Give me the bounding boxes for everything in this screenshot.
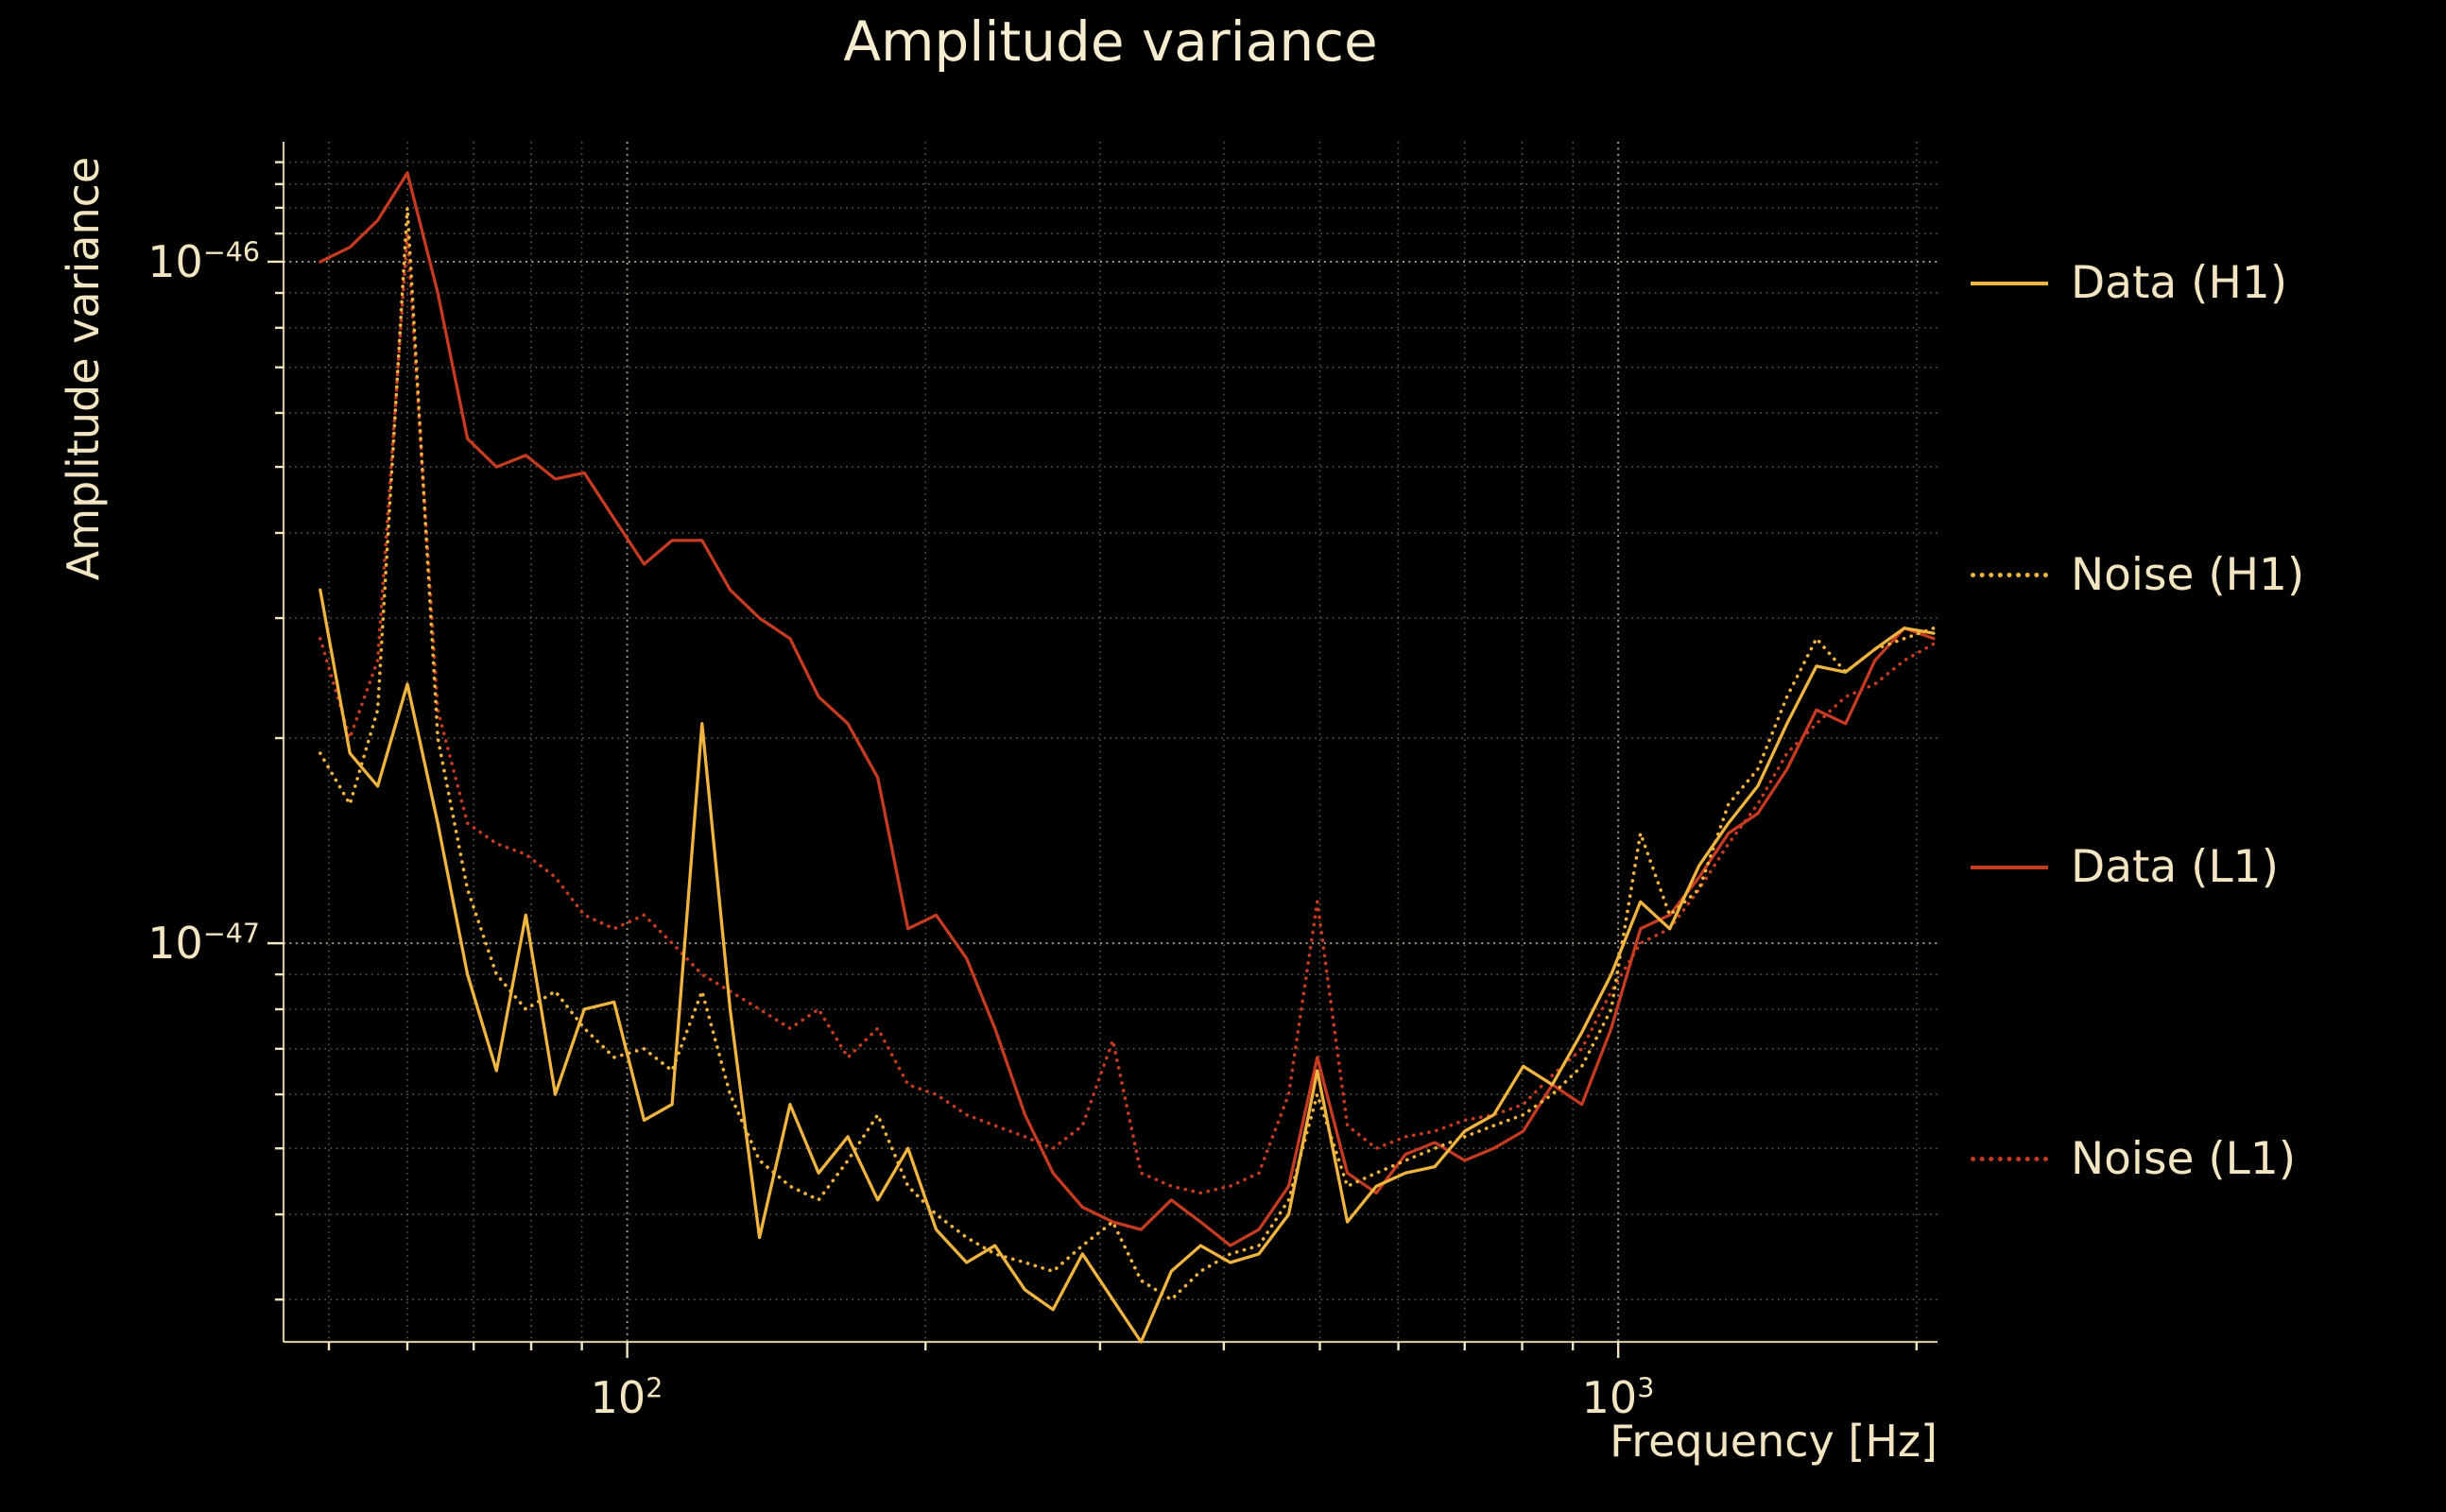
x-tick-base: 10: [1581, 1372, 1638, 1423]
series-line-data-h1-: [319, 588, 1936, 1344]
y-tick-1e-46: 10−46: [47, 236, 260, 287]
series-line-noise-h1-: [318, 206, 1936, 1301]
solid-line-sample-icon: [1971, 281, 2048, 285]
legend: Data (H1) Noise (H1) Data (L1) Noise (L1…: [1971, 257, 2304, 1185]
y-tick-base: 10: [147, 918, 203, 969]
x-tick-100: 102: [591, 1372, 663, 1423]
x-tick-exponent: 3: [1637, 1372, 1655, 1404]
x-tick-base: 10: [590, 1372, 646, 1423]
y-tick-exponent: −46: [202, 236, 260, 268]
y-tick-1e-47: 10−47: [47, 918, 260, 969]
dotted-line-sample-icon: [1971, 573, 2048, 577]
legend-item-noise-h1: Noise (H1): [1971, 549, 2304, 601]
legend-item-data-h1: Data (H1): [1971, 257, 2304, 309]
y-tick-exponent: −47: [202, 918, 260, 950]
chart-title: Amplitude variance: [843, 9, 1378, 74]
x-axis-label: Frequency [Hz]: [1610, 1416, 1938, 1467]
legend-label: Data (H1): [2071, 257, 2288, 309]
solid-line-sample-icon: [1971, 865, 2048, 869]
y-axis-label: Amplitude variance: [58, 156, 109, 581]
legend-label: Noise (H1): [2071, 549, 2305, 601]
legend-label: Noise (L1): [2071, 1133, 2297, 1185]
legend-item-noise-l1: Noise (L1): [1971, 1133, 2304, 1185]
legend-label: Data (L1): [2071, 841, 2279, 893]
y-tick-base: 10: [147, 236, 203, 287]
legend-item-data-l1: Data (L1): [1971, 841, 2304, 893]
x-tick-1000: 103: [1582, 1372, 1655, 1423]
series-line-noise-l1-: [318, 232, 1936, 1195]
series-line-data-l1-: [319, 171, 1936, 1247]
x-tick-exponent: 2: [646, 1372, 663, 1404]
dotted-line-sample-icon: [1971, 1157, 2048, 1161]
